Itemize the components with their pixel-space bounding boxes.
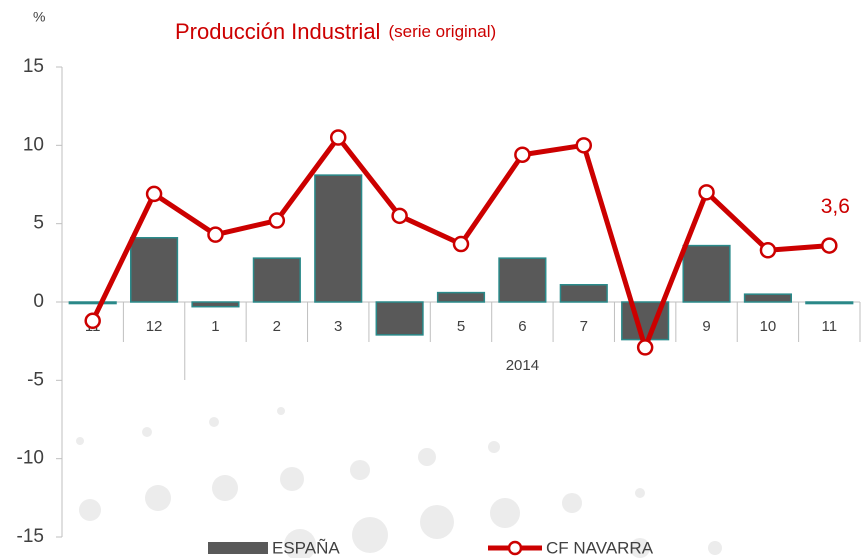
bar — [130, 237, 179, 303]
bar — [498, 257, 547, 303]
y-tick-label: 15 — [23, 56, 44, 77]
line-marker — [575, 137, 593, 154]
line-marker — [452, 235, 470, 253]
y-axis-label: % — [33, 9, 45, 25]
x-tick-label: 7 — [580, 318, 588, 335]
x-tick-label: 3 — [334, 318, 342, 335]
x-tick-label: 12 — [146, 318, 163, 335]
y-tick-label: 5 — [33, 213, 44, 234]
bar — [191, 301, 240, 308]
bar — [252, 257, 301, 303]
y-tick-label: 0 — [33, 291, 44, 312]
line-marker — [391, 207, 408, 225]
y-tick-label: -10 — [17, 448, 44, 469]
legend-label: ESPAÑA — [272, 538, 340, 557]
x-tick-label: 2 — [273, 318, 281, 335]
data-label: 3,6 — [821, 195, 850, 218]
line-marker — [636, 339, 654, 356]
bar — [805, 301, 854, 305]
title: Producción Industrial — [175, 19, 380, 44]
bar — [743, 293, 792, 303]
bar — [375, 301, 424, 336]
line-marker — [207, 226, 224, 243]
line-marker — [329, 129, 347, 146]
line-marker — [821, 237, 838, 254]
x-tick-label: 10 — [760, 318, 777, 335]
line-marker — [759, 242, 777, 259]
subtitle: (serie original) — [388, 22, 496, 41]
legend-marker — [507, 540, 523, 556]
line-marker — [84, 312, 101, 330]
bar — [682, 244, 731, 303]
y-tick-label: 10 — [23, 134, 44, 155]
bar — [436, 291, 486, 303]
x-tick-label: 1 — [211, 318, 219, 335]
x-tick-label: 9 — [702, 318, 710, 335]
y-tick-label: -5 — [27, 369, 44, 390]
x-tick-label: 11 — [822, 318, 838, 335]
bar — [68, 301, 117, 305]
legend-swatch — [208, 542, 268, 554]
bar — [559, 284, 608, 303]
bar — [314, 174, 363, 303]
line-marker — [514, 146, 531, 163]
group-label: 2014 — [506, 357, 539, 374]
line-marker — [698, 184, 715, 201]
line-marker — [268, 212, 286, 229]
chart-title: Producción Industrial (serie original) — [175, 19, 496, 44]
x-tick-label: 5 — [457, 318, 465, 335]
x-tick-label: 6 — [518, 318, 526, 335]
legend-label: CF NAVARRA — [546, 538, 654, 557]
line-marker — [145, 185, 163, 203]
background-dots — [76, 407, 722, 558]
y-tick-label: -15 — [17, 526, 44, 547]
